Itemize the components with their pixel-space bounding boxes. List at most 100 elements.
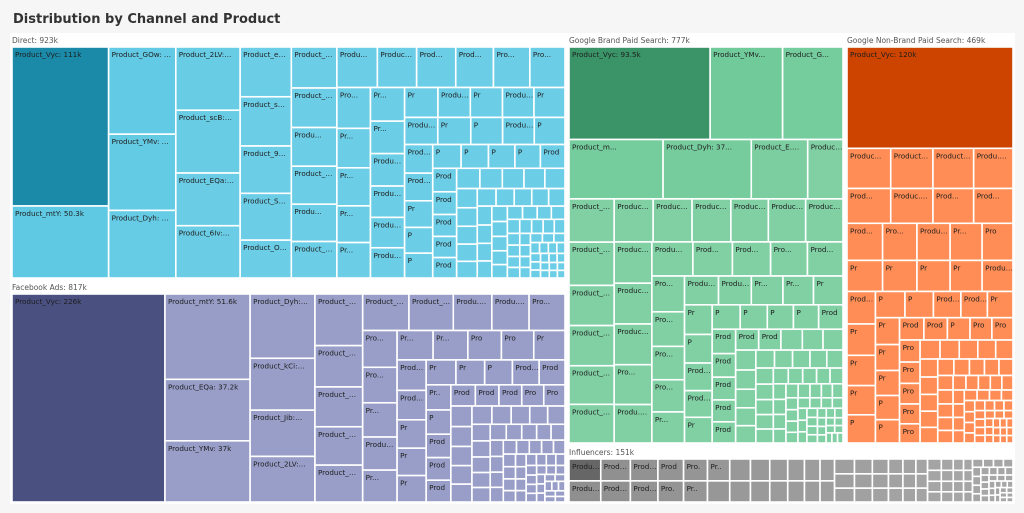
treemap-cell-tail[interactable] bbox=[772, 398, 787, 416]
treemap-cell-tail[interactable] bbox=[489, 455, 505, 473]
treemap-cell-tail[interactable] bbox=[773, 349, 794, 369]
treemap-cell-small[interactable] bbox=[972, 147, 1014, 190]
treemap-cell-tail[interactable] bbox=[915, 487, 929, 503]
treemap-cell-tail[interactable] bbox=[734, 388, 757, 409]
treemap-cell-tail[interactable] bbox=[755, 383, 775, 401]
treemap-cell-tail[interactable] bbox=[919, 410, 939, 429]
treemap-cell-small[interactable] bbox=[711, 304, 742, 331]
treemap-cell-tail[interactable] bbox=[785, 408, 799, 422]
treemap-cell-tail[interactable] bbox=[994, 480, 1003, 489]
treemap-cell-tail[interactable] bbox=[491, 263, 509, 279]
treemap-cell-tail[interactable] bbox=[939, 339, 961, 360]
treemap-cell-tail[interactable] bbox=[450, 483, 473, 503]
treemap-cell-tail[interactable] bbox=[491, 249, 509, 266]
treemap-cell-tail[interactable] bbox=[976, 389, 991, 402]
treemap-cell-tail[interactable] bbox=[506, 232, 521, 246]
treemap-cell[interactable] bbox=[249, 455, 316, 503]
treemap-cell-tail[interactable] bbox=[993, 409, 1005, 420]
treemap-cell-small[interactable] bbox=[336, 46, 379, 89]
treemap-cell-tail[interactable] bbox=[803, 458, 821, 482]
treemap-cell-tail[interactable] bbox=[988, 480, 996, 490]
treemap-cell-tail[interactable] bbox=[801, 367, 818, 385]
treemap-cell-tail[interactable] bbox=[820, 396, 834, 410]
treemap-cell-tail[interactable] bbox=[988, 494, 996, 503]
treemap-cell-tail[interactable] bbox=[471, 405, 493, 426]
treemap-cell-tail[interactable] bbox=[529, 269, 542, 279]
treemap-cell-tail[interactable] bbox=[887, 473, 904, 489]
treemap-cell-tail[interactable] bbox=[539, 269, 551, 279]
treemap-cell-small[interactable] bbox=[369, 246, 406, 279]
treemap-cell-tail[interactable] bbox=[755, 413, 775, 430]
treemap-cell-tail[interactable] bbox=[797, 383, 811, 399]
treemap-cell[interactable] bbox=[806, 138, 844, 200]
treemap-cell-tail[interactable] bbox=[706, 480, 731, 503]
treemap-cell-tail[interactable] bbox=[510, 405, 531, 426]
treemap-cell-tail[interactable] bbox=[809, 396, 823, 410]
treemap-cell-tail[interactable] bbox=[820, 383, 834, 399]
treemap-cell-tail[interactable] bbox=[1005, 417, 1014, 429]
treemap-cell-tail[interactable] bbox=[871, 487, 890, 503]
treemap-cell-tail[interactable] bbox=[772, 428, 787, 444]
treemap-cell-tail[interactable] bbox=[455, 187, 479, 209]
treemap-cell-tail[interactable] bbox=[491, 235, 509, 252]
treemap-cell-tail[interactable] bbox=[963, 389, 978, 402]
treemap-cell-tail[interactable] bbox=[514, 453, 527, 468]
treemap-cell-tail[interactable] bbox=[506, 266, 521, 279]
treemap-cell-tail[interactable] bbox=[980, 494, 990, 503]
treemap-cell-tail[interactable] bbox=[984, 399, 996, 412]
treemap-cell-tail[interactable] bbox=[471, 456, 492, 474]
treemap-cell-tail[interactable] bbox=[555, 453, 566, 467]
treemap-cell-tail[interactable] bbox=[829, 367, 844, 385]
treemap-cell-tail[interactable] bbox=[489, 486, 505, 503]
treemap-cell-tail[interactable] bbox=[926, 491, 943, 503]
treemap-cell-tail[interactable] bbox=[471, 440, 492, 458]
treemap-cell-tail[interactable] bbox=[952, 389, 966, 405]
treemap-cell-small[interactable] bbox=[769, 241, 809, 277]
treemap-cell-tail[interactable] bbox=[825, 349, 844, 369]
treemap-cell-tail[interactable] bbox=[833, 424, 844, 434]
treemap-cell-tail[interactable] bbox=[518, 255, 532, 269]
treemap-cell-tail[interactable] bbox=[1004, 474, 1014, 482]
treemap-cell-tail[interactable] bbox=[853, 487, 874, 503]
treemap-cell-tail[interactable] bbox=[518, 266, 532, 279]
treemap-cell-small[interactable] bbox=[986, 290, 1014, 319]
treemap-cell-tail[interactable] bbox=[528, 405, 549, 426]
treemap-cell-tail[interactable] bbox=[936, 358, 955, 377]
treemap-cell-small[interactable] bbox=[529, 46, 566, 89]
treemap-cell[interactable] bbox=[164, 440, 251, 503]
treemap-cell-tail[interactable] bbox=[513, 187, 533, 207]
treemap-cell-small[interactable] bbox=[889, 187, 934, 225]
treemap-cell-tail[interactable] bbox=[525, 453, 538, 467]
treemap-cell-tail[interactable] bbox=[992, 426, 1002, 437]
treemap-cell-tail[interactable] bbox=[544, 473, 556, 483]
treemap-cell-small[interactable] bbox=[792, 304, 820, 331]
treemap-cell-tail[interactable] bbox=[455, 167, 481, 190]
treemap-cell-small[interactable] bbox=[651, 345, 686, 381]
treemap-cell-tail[interactable] bbox=[887, 458, 904, 475]
treemap-cell-tail[interactable] bbox=[919, 426, 939, 444]
treemap-cell-tail[interactable] bbox=[902, 473, 917, 489]
treemap-cell-tail[interactable] bbox=[968, 358, 986, 377]
treemap-cell-tail[interactable] bbox=[887, 487, 904, 503]
treemap-cell-tail[interactable] bbox=[962, 491, 974, 503]
treemap-cell-tail[interactable] bbox=[502, 478, 517, 492]
treemap-cell-tail[interactable] bbox=[734, 369, 757, 391]
treemap-cell-tail[interactable] bbox=[952, 458, 965, 472]
treemap-cell-tail[interactable] bbox=[801, 328, 824, 351]
treemap-cell[interactable] bbox=[164, 293, 251, 381]
treemap-cell-tail[interactable] bbox=[963, 410, 976, 424]
treemap-cell-tail[interactable] bbox=[545, 453, 557, 467]
treemap-cell-small[interactable] bbox=[691, 198, 732, 243]
treemap-cell-tail[interactable] bbox=[1005, 426, 1014, 437]
treemap-cell-small[interactable] bbox=[511, 359, 540, 386]
treemap-cell-tail[interactable] bbox=[476, 205, 493, 226]
treemap-cell-tail[interactable] bbox=[831, 432, 839, 444]
treemap-cell-small[interactable] bbox=[403, 86, 439, 119]
treemap-cell-tail[interactable] bbox=[971, 475, 982, 487]
treemap-cell-tail[interactable] bbox=[506, 244, 521, 258]
treemap-cell[interactable] bbox=[376, 46, 418, 89]
treemap-cell-tail[interactable] bbox=[489, 439, 505, 458]
treemap-cell-tail[interactable] bbox=[988, 487, 996, 497]
treemap-cell-tail[interactable] bbox=[836, 432, 844, 444]
treemap-cell-tail[interactable] bbox=[556, 269, 566, 279]
